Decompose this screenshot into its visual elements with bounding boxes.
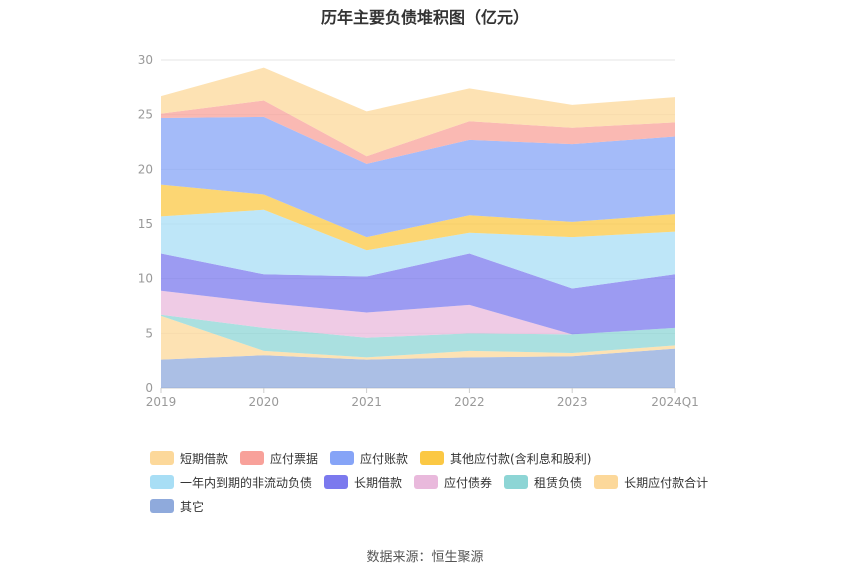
legend-label: 应付票据 [270,451,319,466]
legend-label: 应付账款 [360,451,409,466]
legend-row: 其它 [150,494,750,518]
legend-label: 其他应付款(含利息和股利) [450,451,592,466]
area-series [161,253,675,335]
legend-swatch [414,475,439,489]
y-tick-label: 10 [138,272,153,286]
legend-swatch [594,475,619,489]
area-series [161,184,675,251]
y-tick-label: 5 [145,326,153,340]
legend-swatch [504,475,529,489]
legend-swatch [150,451,174,465]
area-series [161,315,675,360]
legend-item[interactable]: 其它 [150,498,204,515]
x-tick-label: 2020 [249,395,280,409]
legend-swatch [330,451,355,465]
area-series [161,290,675,338]
legend-label: 一年内到期的非流动负债 [180,475,313,490]
area-series [161,314,675,358]
legend-label: 租赁负债 [534,475,583,490]
legend-item[interactable]: 一年内到期的非流动负债 [150,474,312,491]
legend-item[interactable]: 长期借款 [324,474,402,491]
legend: 短期借款 应付票据 应付账款 其他应付款(含利息和股利) 一年内到期的非流动负债 长期借款… [150,446,750,518]
legend-item[interactable]: 长期应付款合计 [594,474,708,491]
area-series [161,116,675,238]
legend-item[interactable]: 应付票据 [240,450,318,467]
legend-label: 应付债券 [444,475,493,490]
y-tick-label: 20 [138,162,153,176]
data-source: 数据来源：恒生聚源 [366,550,484,565]
legend-swatch [324,475,349,489]
legend-item[interactable]: 短期借款 [150,450,228,467]
legend-row: 一年内到期的非流动负债 长期借款 应付债券 租赁负债 长期应付款合计 [150,470,750,494]
legend-swatch [240,451,265,465]
legend-swatch [150,475,174,489]
area-series [161,67,675,157]
y-tick-label: 25 [138,108,153,122]
x-tick-label: 2021 [351,395,382,409]
y-tick-label: 15 [138,217,153,231]
legend-label: 短期借款 [180,451,229,466]
legend-swatch [420,451,445,465]
legend-label: 长期应付款合计 [624,475,709,490]
x-tick-label: 2023 [557,395,588,409]
legend-swatch [150,499,174,513]
legend-item[interactable]: 租赁负债 [504,474,582,491]
legend-item[interactable]: 应付账款 [330,450,408,467]
x-tick-label: 2024Q1 [651,395,699,409]
area-series [161,209,675,289]
legend-item[interactable]: 应付债券 [414,474,492,491]
x-tick-label: 2022 [454,395,485,409]
chart-title: 历年主要负债堆积图（亿元） [320,8,529,27]
legend-label: 长期借款 [354,475,403,490]
legend-item[interactable]: 其他应付款(含利息和股利) [420,450,591,467]
x-tick-label: 2019 [146,395,177,409]
area-series [161,348,675,388]
legend-row: 短期借款 应付票据 应付账款 其他应付款(含利息和股利) [150,446,750,470]
area-series [161,100,675,164]
legend-label: 其它 [180,499,205,514]
y-tick-label: 30 [138,53,153,67]
stacked-area-chart: 0 5 10 15 20 25 30 2019 2020 2021 2022 2023 2024Q1 [138,53,699,409]
y-tick-label: 0 [145,381,153,395]
